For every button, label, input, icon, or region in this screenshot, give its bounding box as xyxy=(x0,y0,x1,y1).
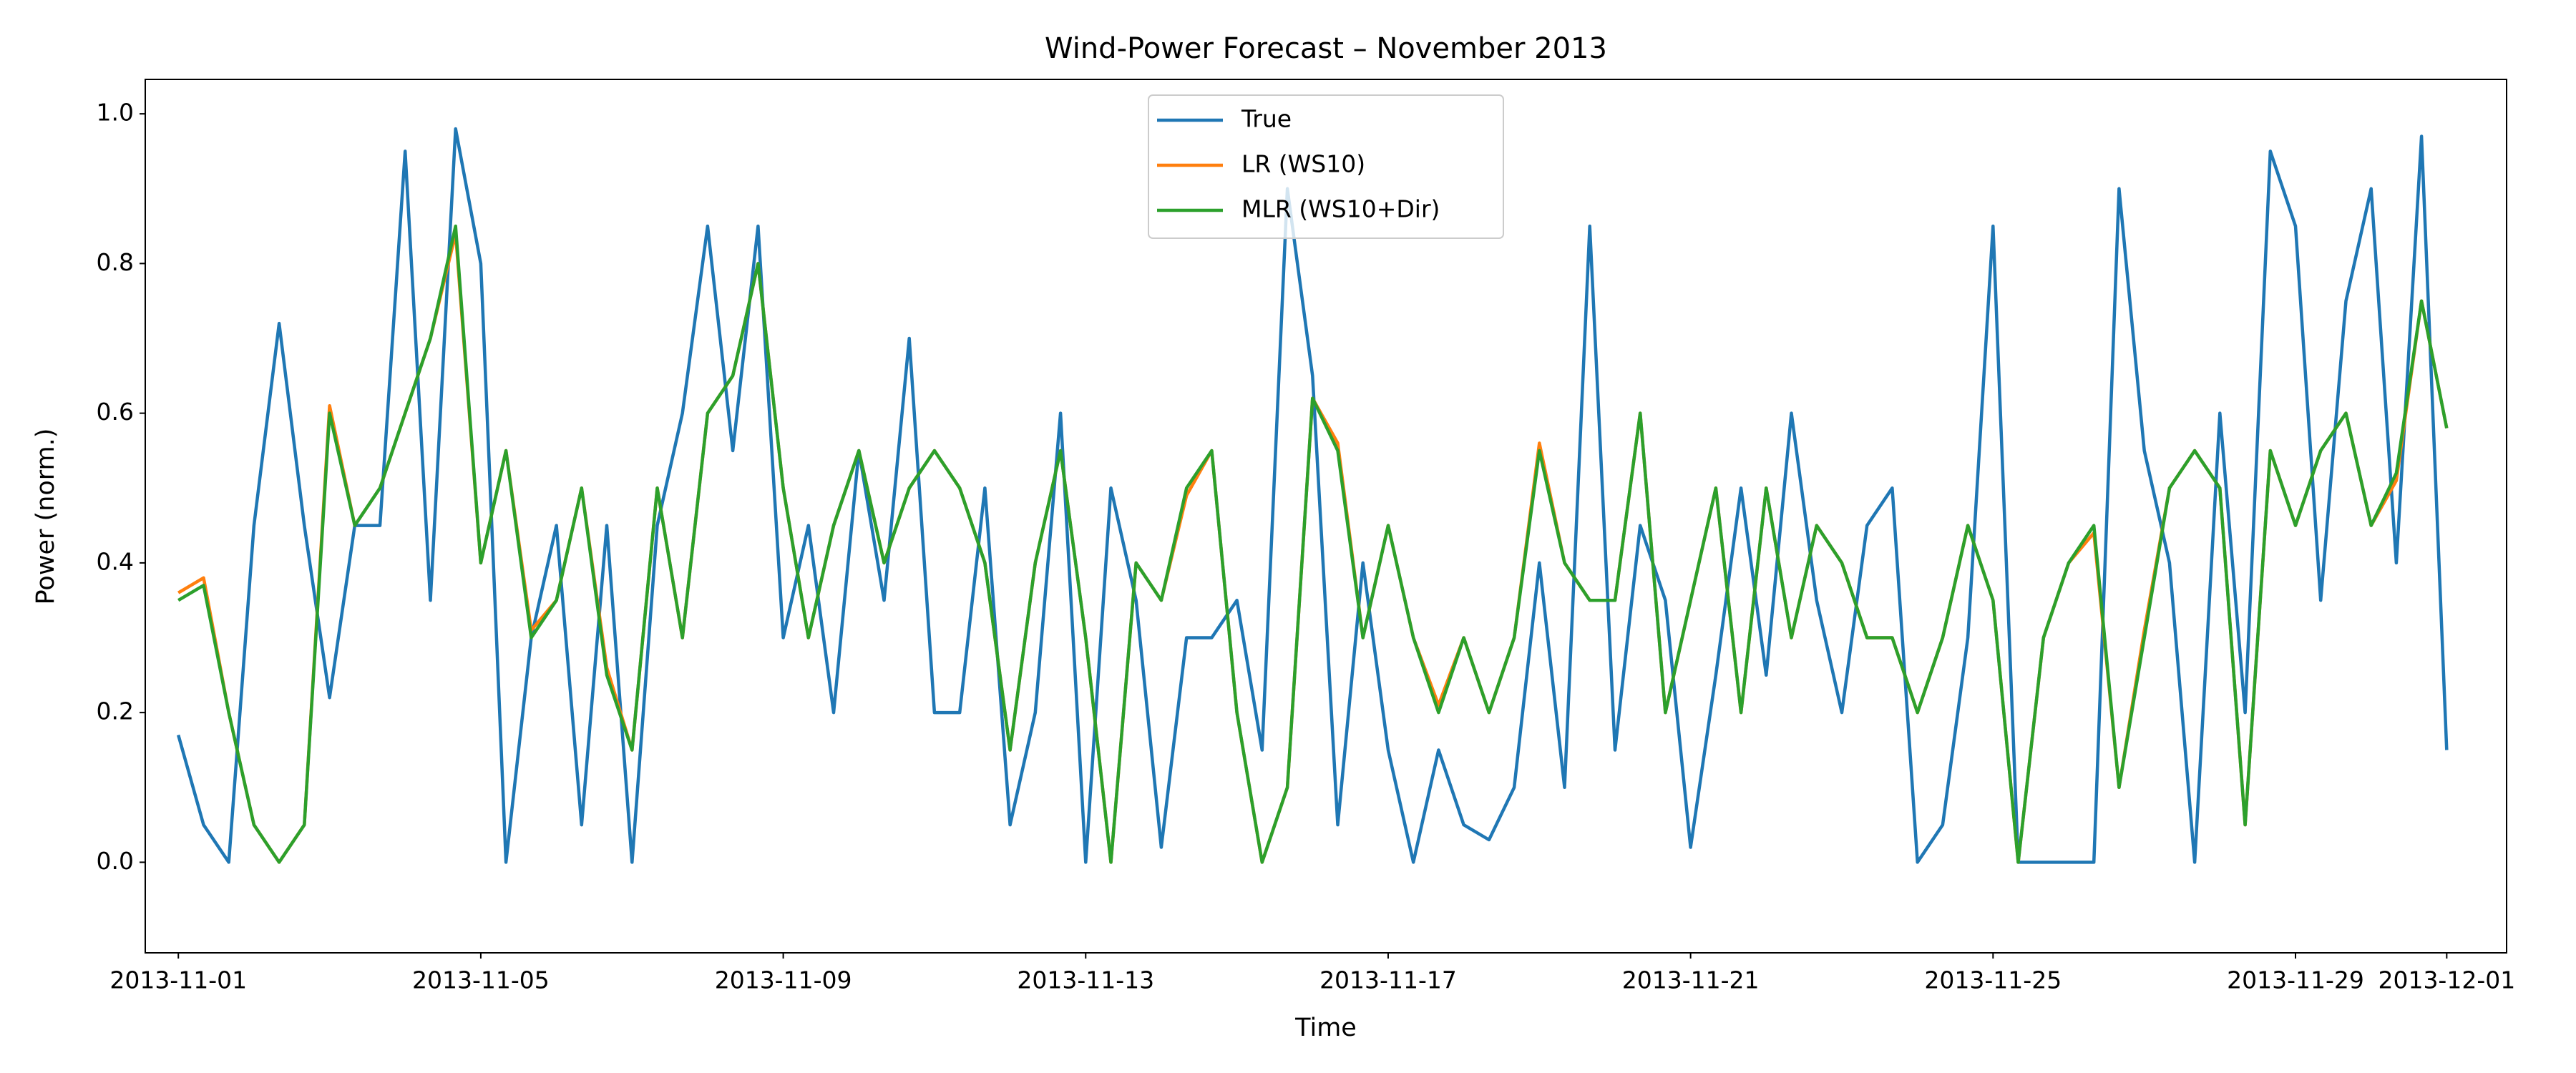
y-tick-label: 0.2 xyxy=(97,697,134,725)
x-tick-label: 2013-11-09 xyxy=(715,966,852,994)
legend-label: True xyxy=(1241,105,1292,133)
x-axis-label: Time xyxy=(1294,1014,1357,1042)
y-axis-label: Power (norm.) xyxy=(31,428,60,605)
x-tick-label: 2013-11-25 xyxy=(1924,966,2062,994)
legend-label: MLR (WS10+Dir) xyxy=(1241,195,1440,223)
series-line xyxy=(177,224,2449,864)
y-tick-label: 0.4 xyxy=(97,547,134,575)
x-tick-label: 2013-11-29 xyxy=(2227,966,2364,994)
legend-frame xyxy=(1148,94,1504,239)
y-tick-label: 0.0 xyxy=(97,847,134,875)
x-tick-label: 2013-11-05 xyxy=(412,966,550,994)
x-tick-label: 2013-11-17 xyxy=(1319,966,1457,994)
y-tick-label: 1.0 xyxy=(97,99,134,127)
x-tick-label: 2013-11-21 xyxy=(1622,966,1760,994)
legend-label: LR (WS10) xyxy=(1241,150,1365,178)
y-tick-label: 0.6 xyxy=(97,398,134,426)
x-tick-label: 2013-11-13 xyxy=(1017,966,1154,994)
plot-frame xyxy=(145,79,2507,954)
x-tick-label: 2013-12-01 xyxy=(2378,966,2515,994)
legend: True LR (WS10) MLR (WS10+Dir) xyxy=(1148,94,1504,239)
y-tick-label: 0.8 xyxy=(97,248,134,276)
chart-title: Wind-Power Forecast – November 2013 xyxy=(1045,32,1607,65)
series-line xyxy=(177,127,2449,864)
x-tick-label: 2013-11-01 xyxy=(109,966,247,994)
